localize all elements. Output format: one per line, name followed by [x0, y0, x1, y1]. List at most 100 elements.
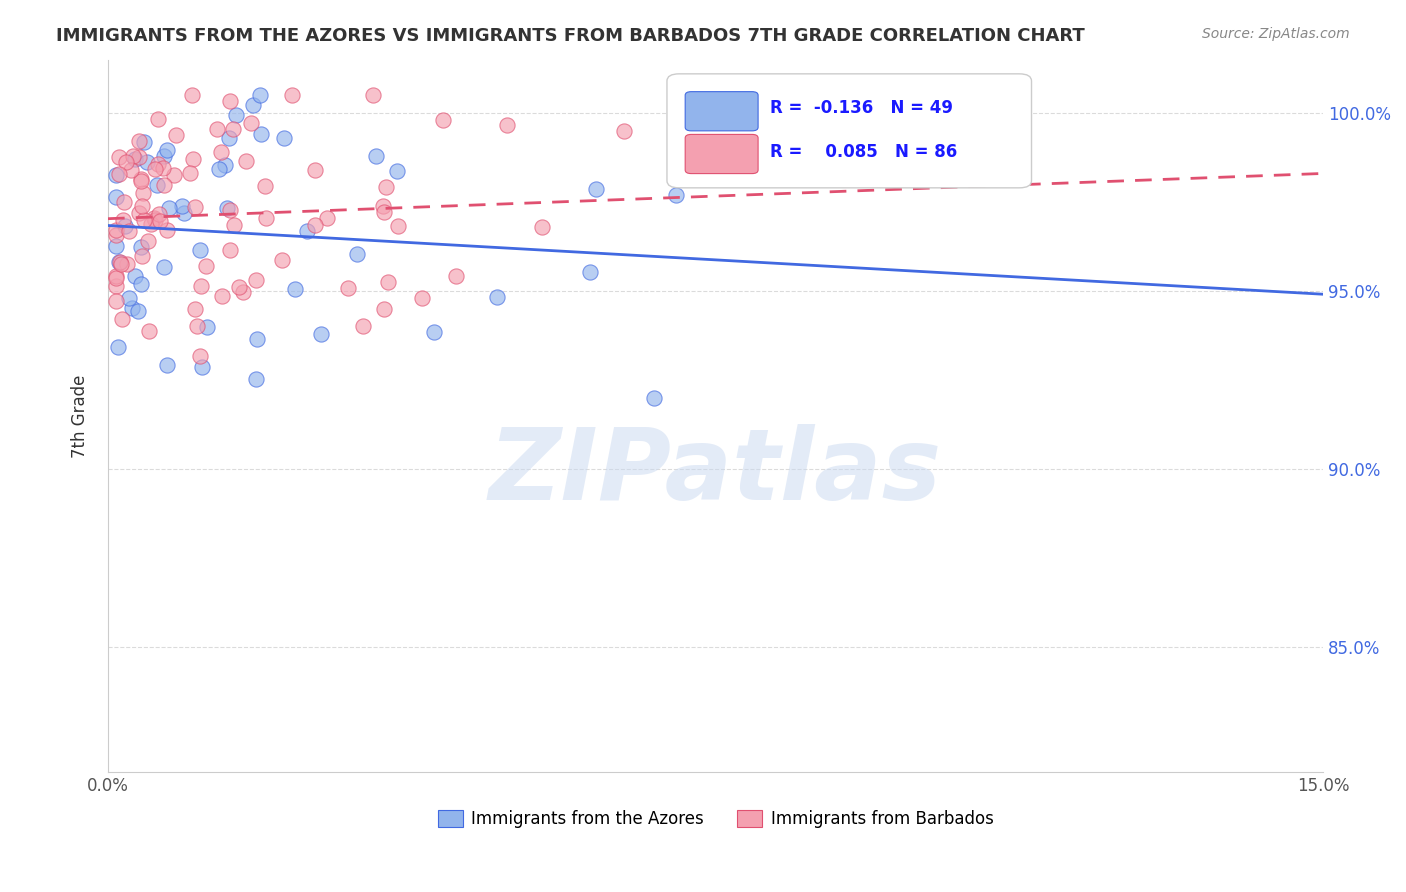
Immigrants from the Azores: [225, 107, 247, 121]
Immigrants from the Azores: [195, 319, 218, 334]
Immigrants from Barbados: [152, 161, 174, 175]
Immigrants from the Azores: [156, 144, 179, 158]
Immigrants from the Azores: [114, 219, 136, 233]
Immigrants from the Azores: [105, 238, 128, 252]
Immigrants from Barbados: [122, 149, 145, 163]
Immigrants from Barbados: [304, 162, 326, 177]
Immigrants from the Azores: [145, 178, 167, 193]
Immigrants from Barbados: [218, 244, 240, 258]
Immigrants from Barbados: [239, 116, 262, 130]
Immigrants from the Azores: [191, 359, 214, 374]
Immigrants from Barbados: [118, 224, 141, 238]
Immigrants from Barbados: [316, 211, 339, 225]
Immigrants from the Azores: [242, 98, 264, 112]
Immigrants from Barbados: [180, 88, 202, 103]
Immigrants from Barbados: [131, 199, 153, 213]
Immigrants from the Azores: [208, 162, 231, 177]
Immigrants from the Azores: [387, 163, 409, 178]
Immigrants from the Azores: [108, 255, 131, 269]
Immigrants from the Azores: [585, 181, 607, 195]
Immigrants from Barbados: [186, 318, 208, 333]
Immigrants from Barbados: [222, 218, 245, 232]
Immigrants from Barbados: [128, 134, 150, 148]
Text: R =  -0.136   N = 49: R = -0.136 N = 49: [770, 99, 953, 117]
Immigrants from Barbados: [107, 167, 129, 181]
Immigrants from the Azores: [346, 246, 368, 260]
Immigrants from the Azores: [245, 372, 267, 386]
Immigrants from Barbados: [188, 349, 211, 363]
Immigrants from the Azores: [215, 201, 238, 215]
Immigrants from Barbados: [254, 178, 277, 193]
Immigrants from Barbados: [352, 319, 374, 334]
Immigrants from the Azores: [246, 332, 269, 346]
Immigrants from Barbados: [211, 288, 233, 302]
Immigrants from Barbados: [105, 268, 128, 283]
Immigrants from Barbados: [271, 253, 294, 268]
Immigrants from Barbados: [373, 205, 395, 219]
Immigrants from Barbados: [152, 178, 174, 193]
Immigrants from the Azores: [665, 187, 688, 202]
Immigrants from Barbados: [129, 171, 152, 186]
Immigrants from Barbados: [361, 88, 384, 103]
FancyBboxPatch shape: [666, 74, 1032, 188]
Immigrants from the Azores: [156, 358, 179, 372]
Immigrants from Barbados: [181, 152, 204, 166]
Immigrants from Barbados: [105, 294, 128, 309]
Immigrants from Barbados: [134, 212, 156, 227]
Immigrants from the Azores: [135, 155, 157, 169]
Immigrants from Barbados: [143, 161, 166, 176]
Immigrants from Barbados: [148, 207, 170, 221]
Immigrants from the Azores: [423, 325, 446, 339]
Immigrants from Barbados: [184, 200, 207, 214]
Text: IMMIGRANTS FROM THE AZORES VS IMMIGRANTS FROM BARBADOS 7TH GRADE CORRELATION CHA: IMMIGRANTS FROM THE AZORES VS IMMIGRANTS…: [56, 27, 1085, 45]
Immigrants from Barbados: [218, 94, 240, 108]
Immigrants from the Azores: [249, 88, 271, 103]
Immigrants from Barbados: [108, 255, 131, 269]
Immigrants from the Azores: [311, 326, 333, 341]
Immigrants from Barbados: [432, 113, 454, 128]
Immigrants from Barbados: [120, 162, 142, 177]
Immigrants from the Azores: [124, 269, 146, 284]
Immigrants from the Azores: [218, 131, 240, 145]
Immigrants from Barbados: [281, 88, 304, 103]
Immigrants from Barbados: [165, 128, 187, 143]
Immigrants from the Azores: [157, 201, 180, 215]
Immigrants from Barbados: [108, 150, 131, 164]
Immigrants from Barbados: [148, 112, 170, 127]
Text: Source: ZipAtlas.com: Source: ZipAtlas.com: [1202, 27, 1350, 41]
Immigrants from Barbados: [128, 206, 150, 220]
Immigrants from the Azores: [105, 168, 128, 182]
Immigrants from Barbados: [304, 218, 326, 232]
Immigrants from the Azores: [121, 301, 143, 315]
Immigrants from Barbados: [371, 199, 394, 213]
Legend: Immigrants from the Azores, Immigrants from Barbados: Immigrants from the Azores, Immigrants f…: [432, 804, 1000, 835]
Immigrants from Barbados: [132, 186, 155, 200]
Immigrants from Barbados: [373, 301, 395, 316]
Immigrants from Barbados: [111, 213, 134, 227]
Immigrants from Barbados: [105, 279, 128, 293]
Immigrants from Barbados: [190, 278, 212, 293]
Immigrants from Barbados: [138, 324, 160, 338]
Immigrants from Barbados: [235, 154, 257, 169]
Immigrants from Barbados: [128, 150, 150, 164]
Immigrants from Barbados: [195, 259, 218, 273]
Immigrants from Barbados: [143, 211, 166, 226]
Immigrants from the Azores: [250, 127, 273, 141]
Immigrants from the Azores: [297, 224, 319, 238]
Immigrants from Barbados: [387, 219, 409, 234]
Immigrants from the Azores: [214, 158, 236, 172]
Immigrants from the Azores: [284, 282, 307, 296]
Immigrants from Barbados: [115, 257, 138, 271]
Immigrants from the Azores: [105, 189, 128, 203]
Immigrants from Barbados: [141, 217, 163, 231]
Immigrants from Barbados: [112, 195, 135, 210]
Immigrants from Barbados: [228, 280, 250, 294]
Immigrants from the Azores: [170, 199, 193, 213]
Immigrants from the Azores: [578, 265, 600, 279]
Immigrants from Barbados: [444, 269, 467, 284]
Immigrants from the Azores: [364, 149, 387, 163]
Immigrants from Barbados: [205, 121, 228, 136]
FancyBboxPatch shape: [685, 92, 758, 131]
Immigrants from Barbados: [145, 213, 167, 227]
Immigrants from Barbados: [184, 301, 207, 316]
